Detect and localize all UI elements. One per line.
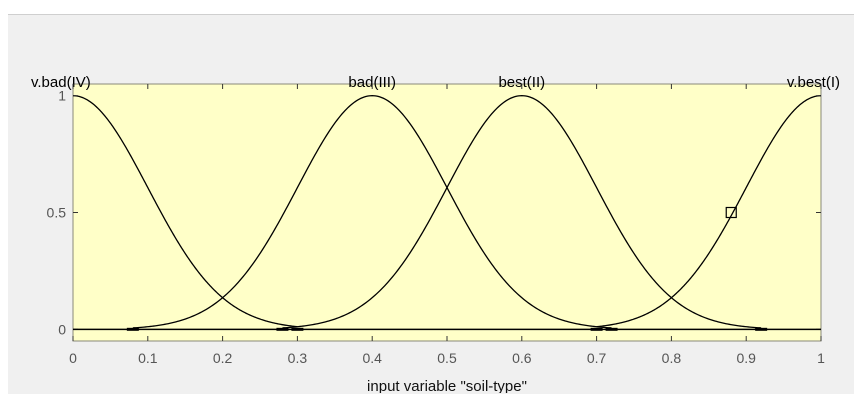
mf-label-1: v.bad(IV) — [31, 74, 91, 91]
y-tick-label: 0.5 — [47, 205, 67, 221]
point-marker — [725, 206, 737, 219]
x-tick-label: 0.5 — [437, 350, 457, 366]
mf-label-4: v.best(I) — [787, 74, 840, 91]
x-tick-label: 0.2 — [213, 350, 233, 366]
x-tick-label: 0.6 — [512, 350, 532, 366]
x-tick-label: 0.4 — [362, 350, 382, 366]
x-tick-label: 0.9 — [736, 350, 756, 366]
x-axis-title: input variable "soil-type" — [367, 378, 527, 393]
x-tick-label: 0.1 — [138, 350, 158, 366]
x-tick-label: 0.3 — [288, 350, 308, 366]
mf-label-3: best(II) — [498, 74, 545, 91]
y-tick-label: 0 — [58, 321, 66, 337]
x-axis-ticks: 0 0.1 0.2 0.3 0.4 0.5 0.6 0.7 0.8 0.9 1 — [69, 84, 825, 366]
plot-area[interactable] — [72, 83, 822, 342]
curve-4 — [596, 95, 822, 328]
curve-2 — [132, 95, 612, 329]
y-tick-label: 1 — [58, 88, 66, 104]
x-tick-label: 0 — [69, 350, 77, 366]
x-tick-label: 0.7 — [587, 350, 607, 366]
mf-label-2: bad(III) — [348, 74, 396, 91]
x-tick-label: 1 — [817, 350, 825, 366]
curve-3 — [282, 95, 762, 329]
curve-1 — [72, 95, 298, 328]
x-tick-label: 0.8 — [662, 350, 682, 366]
membership-labels: v.bad(IV) bad(III) best(II) v.best(I) — [31, 74, 840, 91]
